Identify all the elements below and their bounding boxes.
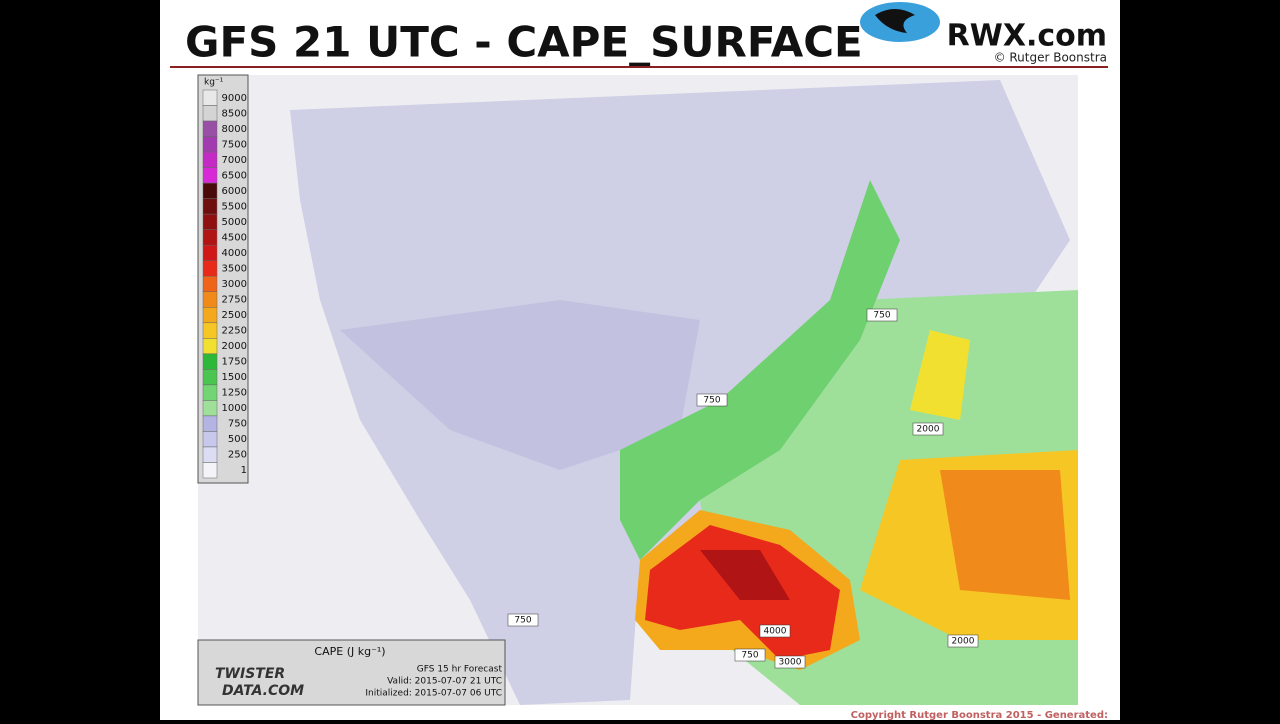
legend-swatch <box>202 198 218 215</box>
brand-2: DATA.COM <box>222 683 304 699</box>
legend-swatch <box>202 182 218 199</box>
legend-label: 1000 <box>222 403 247 414</box>
legend-swatch <box>202 89 218 106</box>
contour-labels: 750 750 2000 750 4000 750 3000 2000 <box>507 308 979 669</box>
legend-swatch <box>202 229 218 246</box>
contour-label-bg <box>774 655 806 669</box>
contour-label: 750 <box>873 311 890 321</box>
contour-label: 2000 <box>952 637 975 647</box>
contour-label-bg <box>866 308 898 322</box>
legend-swatch <box>202 260 218 277</box>
logo-icon <box>875 9 915 33</box>
legend-label: 1750 <box>222 357 247 368</box>
green-band <box>620 180 900 560</box>
info-bg <box>197 639 506 706</box>
legend-label: 4500 <box>222 232 247 243</box>
legend-swatch <box>202 400 218 417</box>
contour-label-bg <box>947 634 979 648</box>
legend-swatch <box>202 415 218 432</box>
gulf-core <box>700 550 790 600</box>
legend-label: 2500 <box>222 310 247 321</box>
brand-1: TWISTER <box>215 666 285 682</box>
contour-label: 750 <box>703 396 720 406</box>
atlantic-yellow <box>910 330 970 420</box>
legend-swatch <box>202 136 218 153</box>
legend-label: 1250 <box>222 388 247 399</box>
legend-label: 1 <box>241 465 247 476</box>
legend-label: 2000 <box>222 341 247 352</box>
legend-items: 9000 8500 8000 7500 7000 6500 6000 5500 5000 4500… <box>202 89 247 479</box>
legend-unit: kg⁻¹ <box>204 78 224 88</box>
legend-label: 750 <box>228 419 247 430</box>
legend-swatch <box>202 244 218 261</box>
legend-label: 2750 <box>222 295 247 306</box>
legend-swatch <box>202 213 218 230</box>
info-forecast: GFS 15 hr Forecast <box>417 665 503 675</box>
logo: RWX.com © Rutger Boonstra <box>860 2 1107 65</box>
legend-label: 250 <box>228 450 247 461</box>
legend-label: 1500 <box>222 372 247 383</box>
info-valid: Valid: 2015-07-07 21 UTC <box>387 677 502 687</box>
legend-label: 7500 <box>222 139 247 150</box>
info-box: CAPE (J kg⁻¹) TWISTER DATA.COM GFS 15 hr… <box>197 639 506 706</box>
contour-label-bg <box>696 393 728 407</box>
legend-swatch <box>202 151 218 168</box>
contour-label: 3000 <box>779 658 802 668</box>
legend-swatch <box>202 167 218 184</box>
title: GFS 21 UTC - CAPE_SURFACE <box>185 18 863 67</box>
legend-swatch <box>202 462 218 479</box>
contour-label: 2000 <box>917 425 940 435</box>
legend-swatch <box>202 369 218 386</box>
contour-label-bg <box>507 613 539 627</box>
legend: kg⁻¹ 9000 8500 8000 7500 7000 6500 6000 5500 500… <box>197 74 249 484</box>
legend-label: 3000 <box>222 279 247 290</box>
legend-label: 2250 <box>222 326 247 337</box>
logo-text: RWX.com <box>947 19 1107 54</box>
legend-swatch <box>202 275 218 293</box>
legend-swatch <box>202 353 218 370</box>
legend-label: 6500 <box>222 170 247 181</box>
contour-label-bg <box>734 648 766 662</box>
legend-label: 5500 <box>222 201 247 212</box>
legend-label: 5000 <box>222 217 247 228</box>
legend-swatch <box>202 120 218 137</box>
orange-area <box>940 470 1070 600</box>
legend-label: 500 <box>228 434 247 445</box>
legend-swatch <box>202 105 218 122</box>
info-init: Initialized: 2015-07-07 06 UTC <box>365 689 502 699</box>
legend-swatch <box>202 384 218 401</box>
legend-label: 7000 <box>222 155 247 166</box>
info-variable: CAPE (J kg⁻¹) <box>314 645 385 658</box>
map: 750 750 2000 750 4000 750 3000 2000 <box>198 75 1078 705</box>
credit: © Rutger Boonstra <box>994 51 1107 65</box>
contour-label-bg <box>759 624 791 638</box>
land-west <box>340 300 700 470</box>
legend-label: 6000 <box>222 186 247 197</box>
legend-label: 8000 <box>222 124 247 135</box>
contour-label-bg <box>912 422 944 436</box>
legend-swatch <box>202 291 218 308</box>
legend-swatch <box>202 322 218 339</box>
legend-swatch <box>202 431 218 448</box>
legend-swatch <box>202 446 218 463</box>
contour-label: 750 <box>741 651 758 661</box>
contour-label: 750 <box>514 616 531 626</box>
footer: Copyright Rutger Boonstra 2015 - Generat… <box>851 710 1108 720</box>
legend-label: 3500 <box>222 263 247 274</box>
legend-label: 8500 <box>222 108 247 119</box>
legend-swatch <box>202 307 218 324</box>
legend-label: 4000 <box>222 248 247 259</box>
legend-swatch <box>202 338 218 355</box>
legend-label: 9000 <box>222 93 247 104</box>
contour-label: 4000 <box>764 627 787 637</box>
